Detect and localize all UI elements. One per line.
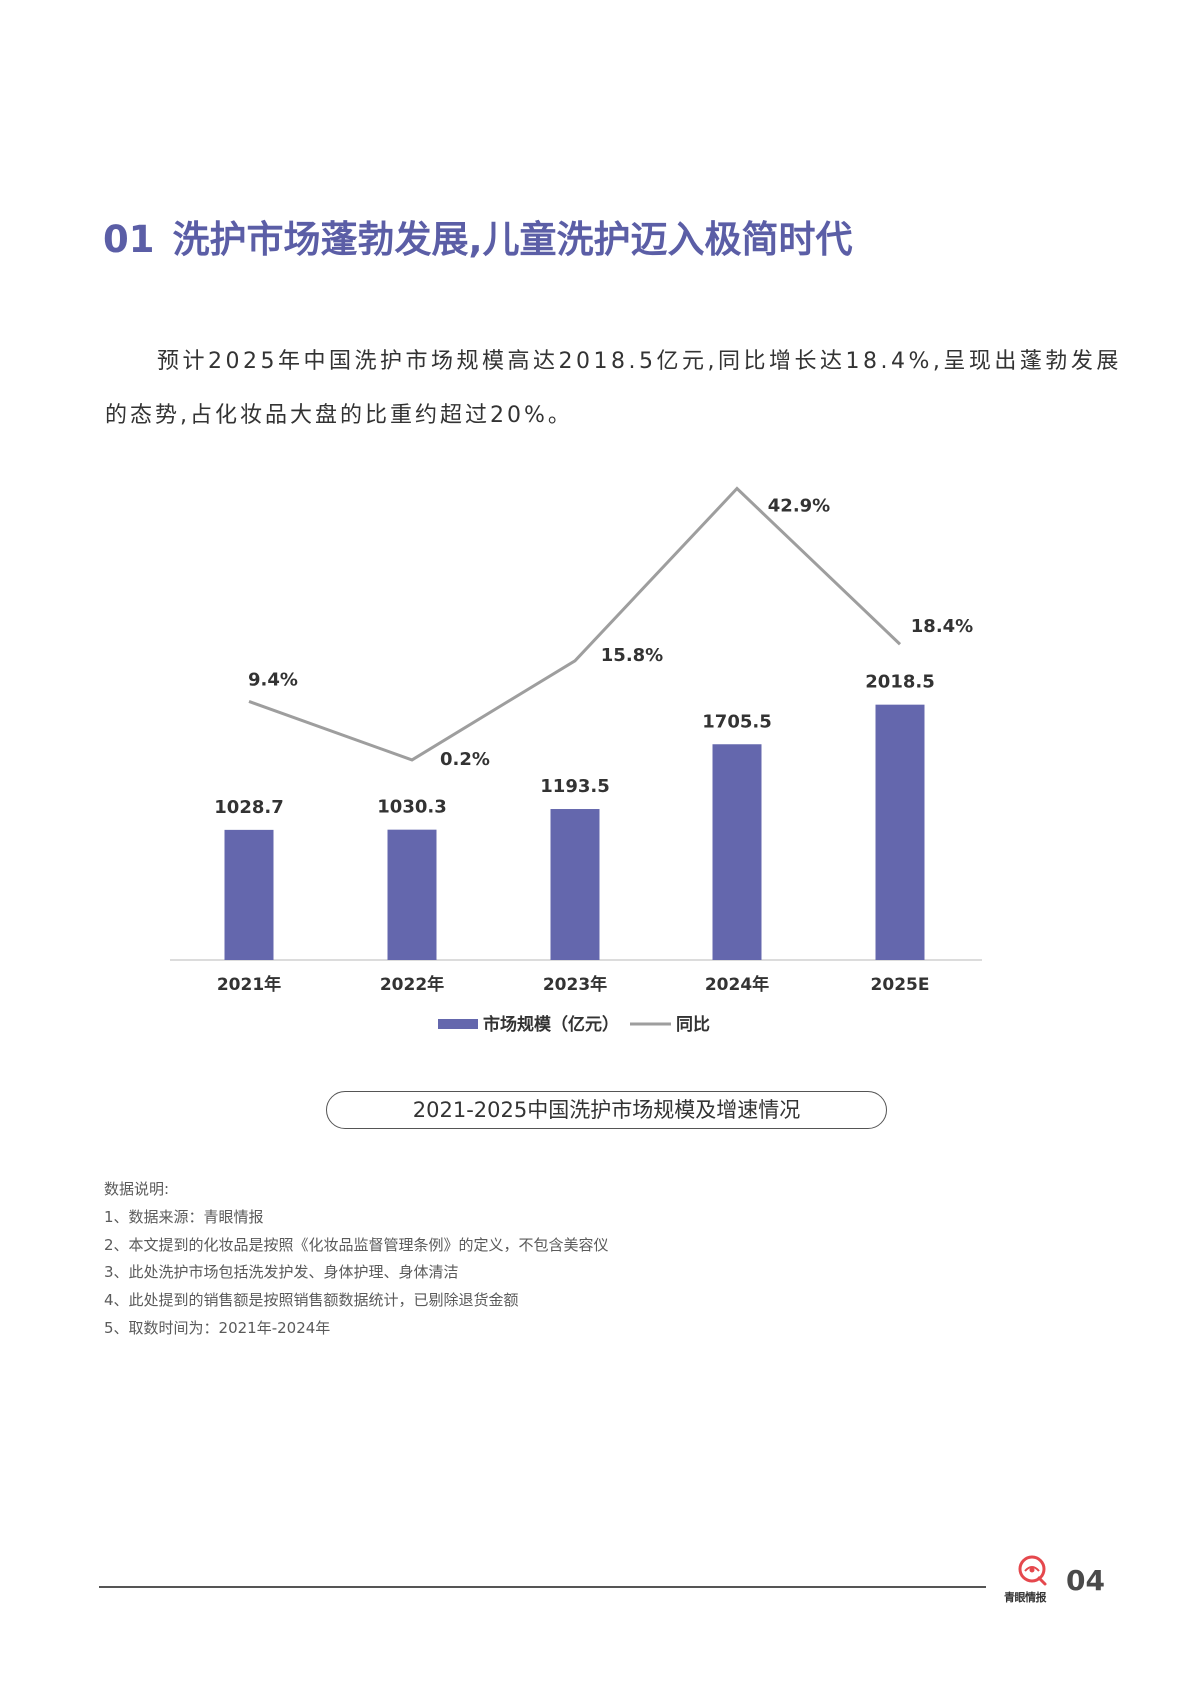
legend-line-label: 同比 — [676, 1014, 710, 1035]
bar-value-label: 1030.3 — [377, 797, 446, 818]
line-value-label: 42.9% — [768, 496, 830, 517]
bar-2 — [387, 829, 437, 960]
section-number: 01 — [103, 218, 155, 261]
x-tick-label: 2023年 — [543, 974, 607, 995]
bar-5 — [875, 704, 925, 960]
bar-1 — [224, 829, 274, 960]
notes-heading: 数据说明: — [104, 1180, 170, 1198]
notes-item: 4、此处提到的销售额是按照销售额数据统计，已剔除退货金额 — [104, 1291, 519, 1310]
intro-paragraph-line-1: 预计2025年中国洗护市场规模高达2018.5亿元,同比增长达18.4%,呈现出… — [157, 349, 1122, 374]
notes-item: 3、此处洗护市场包括洗发护发、身体护理、身体清洁 — [104, 1263, 459, 1282]
bar-4 — [712, 744, 762, 960]
line-value-label: 0.2% — [440, 749, 490, 770]
notes-item: 5、取数时间为：2021年-2024年 — [104, 1318, 331, 1337]
notes-item: 2、本文提到的化妆品是按照《化妆品监督管理条例》的定义，不包含美容仪 — [104, 1235, 609, 1254]
x-tick-label: 2025E — [871, 975, 930, 995]
x-tick-label: 2022年 — [380, 974, 444, 995]
data-notes: 数据说明: 1、数据来源：青眼情报 2、本文提到的化妆品是按照《化妆品监督管理条… — [104, 1176, 609, 1343]
line-value-label: 18.4% — [911, 616, 973, 637]
logo-text: 青眼情报 — [1004, 1591, 1047, 1604]
footer-divider — [99, 1586, 986, 1588]
chart-caption: 2021-2025中国洗护市场规模及增速情况 — [326, 1091, 887, 1129]
page-number: 04 — [1066, 1564, 1105, 1597]
x-tick-label: 2024年 — [705, 974, 769, 995]
line-value-label: 9.4% — [248, 669, 298, 690]
bar-value-label: 1705.5 — [702, 711, 771, 732]
qingyan-logo-icon — [1018, 1555, 1047, 1586]
bar-value-label: 2018.5 — [865, 672, 934, 693]
legend-bar-swatch — [438, 1019, 478, 1029]
bar-3 — [550, 809, 600, 960]
x-tick-label: 2021年 — [217, 974, 281, 995]
bar-value-label: 1028.7 — [214, 797, 283, 818]
section-title: 洗护市场蓬勃发展,儿童洗护迈入极简时代 — [172, 218, 853, 261]
yoy-growth-line — [248, 486, 902, 762]
market-size-chart: 1028.7 2021年 1030.3 2022年 1193.5 2023年 1705.5 2… — [170, 486, 982, 1035]
notes-item: 1、数据来源：青眼情报 — [104, 1207, 264, 1226]
legend-bar-label: 市场规模（亿元） — [483, 1014, 619, 1035]
bar-value-label: 1193.5 — [540, 776, 609, 797]
section-heading: 01 洗护市场蓬勃发展,儿童洗护迈入极简时代 — [103, 216, 853, 264]
intro-paragraph-line-2: 的态势,占化妆品大盘的比重约超过20%。 — [105, 403, 573, 428]
line-value-label: 15.8% — [601, 645, 663, 666]
